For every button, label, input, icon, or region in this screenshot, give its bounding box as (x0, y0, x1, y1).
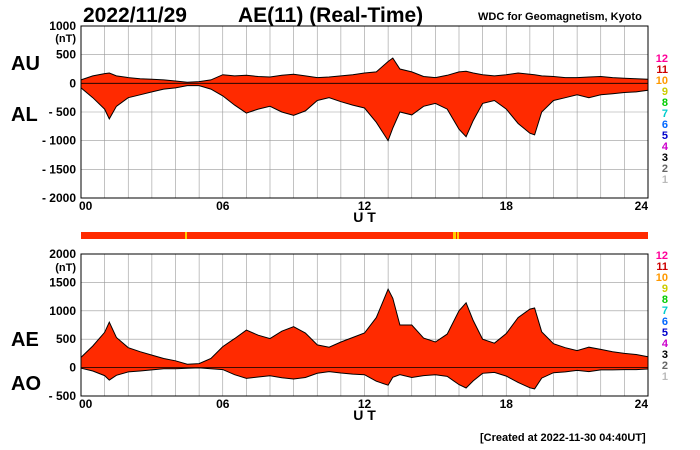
legend-level-9: 9 (662, 86, 668, 98)
legend-level-5: 5 (662, 327, 668, 339)
x-tick-label: 18 (500, 397, 514, 411)
x-axis-label: U T (353, 209, 376, 225)
created-timestamp: [Created at 2022-11-30 04:40UT] (480, 432, 646, 444)
y-unit-label: (nT) (55, 33, 76, 45)
legend-level-5: 5 (662, 130, 668, 142)
station-bar-marker (185, 232, 187, 239)
x-tick-label: 06 (216, 397, 230, 411)
y-tick-label: 0 (69, 361, 76, 375)
legend-level-7: 7 (662, 108, 668, 120)
legend-level-11: 11 (656, 261, 668, 273)
range-fill (81, 289, 648, 389)
legend-level-6: 6 (662, 316, 668, 328)
series-line-al (80, 85, 649, 142)
y-tick-label: 2000 (49, 247, 76, 261)
y-tick-label: 500 (56, 332, 76, 346)
y-tick-label: - 2000 (42, 191, 76, 205)
legend-level-9: 9 (662, 283, 668, 295)
y-unit-label: (nT) (55, 262, 76, 274)
y-tick-label: 500 (56, 48, 76, 62)
source-label: WDC for Geomagnetism, Kyoto (478, 11, 642, 23)
y-tick-label: - 1500 (42, 162, 76, 176)
x-tick-label: 24 (635, 199, 649, 213)
station-bar-marker (453, 232, 456, 239)
y-tick-label: 1000 (49, 304, 76, 318)
x-tick-label: 18 (500, 199, 514, 213)
legend-level-8: 8 (662, 97, 668, 109)
y-tick-label: - 500 (49, 389, 77, 403)
legend-level-10: 10 (656, 75, 668, 87)
au-al-panel: 1000 500 0 - 500 - 1000 - 1500 - 2000 (nT) 00 06 1… (42, 19, 649, 225)
y-tick-label: 1000 (49, 19, 76, 33)
x-tick-label: 00 (79, 397, 93, 411)
ae-label: AE (11, 329, 39, 351)
series-line-ae (80, 288, 649, 365)
plot-frame (80, 25, 649, 199)
legend-level-12: 12 (656, 53, 668, 65)
station-count-bar (81, 232, 648, 239)
legend-level-11: 11 (656, 64, 668, 76)
al-label: AL (11, 104, 38, 126)
au-label: AU (11, 53, 40, 75)
station-bar-marker (457, 232, 459, 239)
legend-level-8: 8 (662, 294, 668, 306)
chart-title: AE(11) (Real-Time) (238, 4, 424, 27)
legend-level-4: 4 (662, 338, 669, 350)
legend-level-6: 6 (662, 119, 668, 131)
x-tick-label: 12 (358, 199, 372, 213)
y-tick-label: 0 (69, 76, 76, 90)
legend-level-3: 3 (662, 349, 668, 361)
y-tick-label: - 1000 (42, 134, 76, 148)
x-axis-label: U T (353, 407, 376, 423)
ao-label: AO (11, 373, 41, 395)
series-line-ao (80, 367, 649, 390)
legend-level-3: 3 (662, 152, 668, 164)
legend-level-10: 10 (656, 272, 668, 284)
legend-level-2: 2 (662, 360, 668, 372)
legend-level-7: 7 (662, 305, 668, 317)
range-fill (81, 58, 648, 141)
x-tick-label: 24 (635, 397, 649, 411)
legend-level-1: 1 (662, 371, 668, 383)
y-tick-label: 1500 (49, 275, 76, 289)
legend-level-2: 2 (662, 163, 668, 175)
legend-level-4: 4 (662, 141, 669, 153)
ae-ao-panel: 2000 1500 1000 500 0 - 500 (nT) 00 06 12 18 24 U T (49, 247, 649, 423)
x-tick-label: 06 (216, 199, 230, 213)
x-tick-label: 00 (79, 199, 93, 213)
plot-frame (80, 253, 649, 397)
x-tick-label: 12 (358, 397, 372, 411)
legend-level-12: 12 (656, 250, 668, 262)
date-label: 2022/11/29 (83, 4, 187, 27)
station-bar-fill (81, 232, 648, 239)
series-line-au (80, 57, 649, 83)
legend-level-1: 1 (662, 174, 668, 186)
y-tick-label: - 500 (49, 105, 77, 119)
